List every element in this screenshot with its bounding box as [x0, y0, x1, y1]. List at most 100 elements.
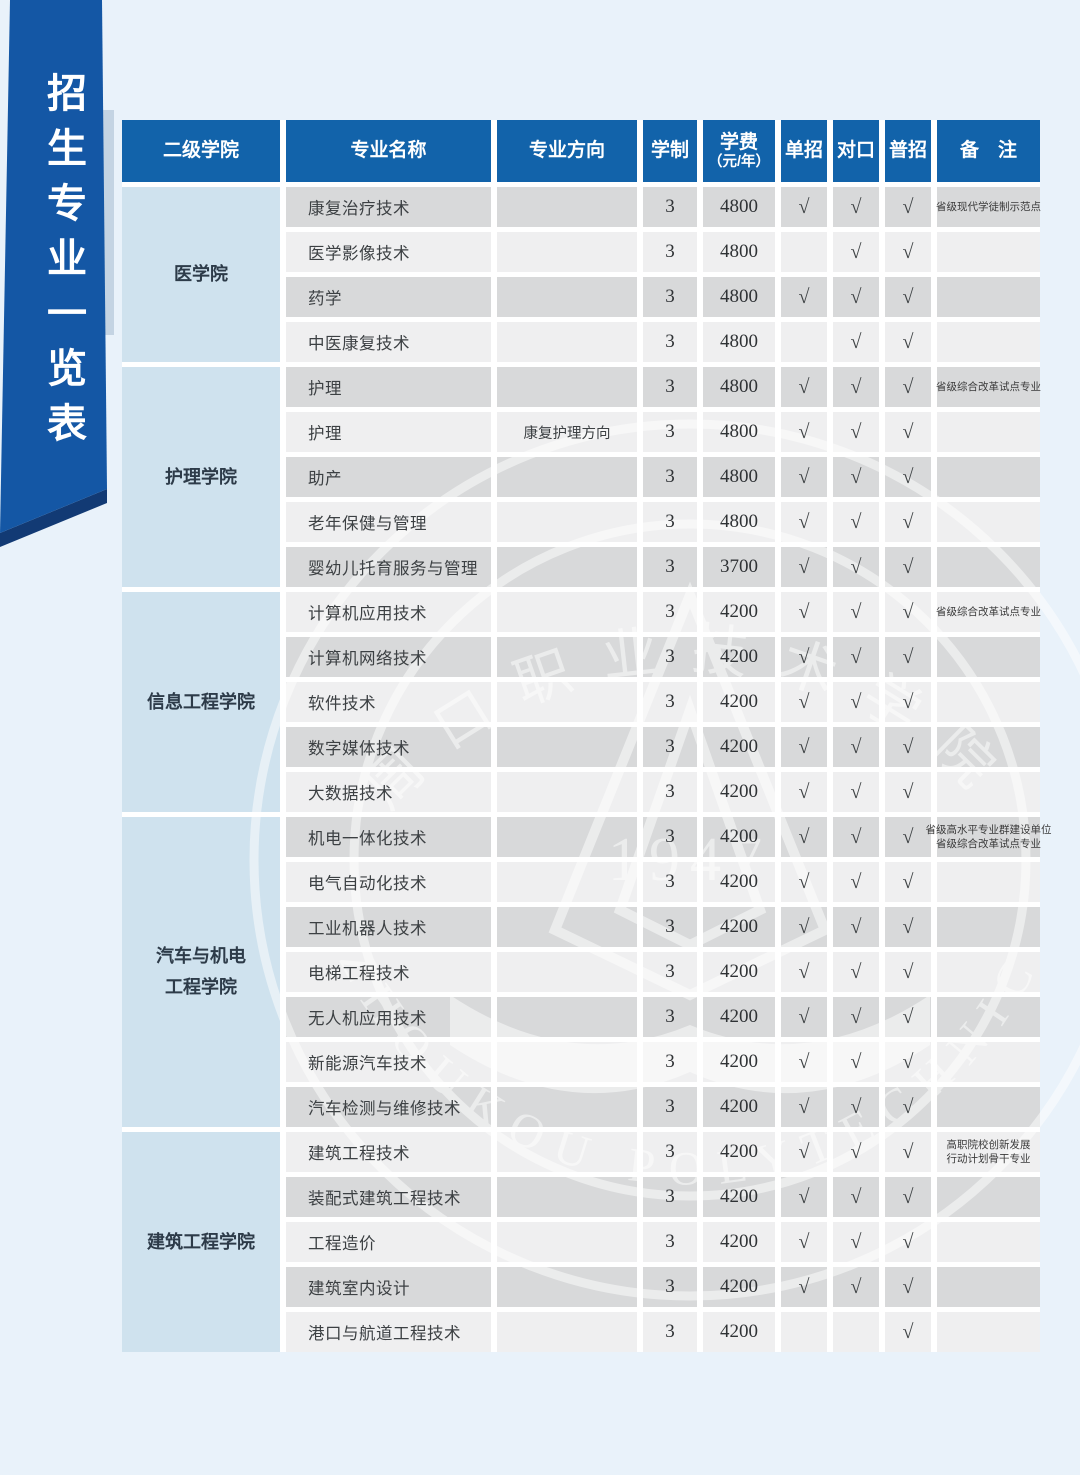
check-pu: √ [902, 915, 914, 938]
check-dui: √ [850, 1095, 862, 1118]
check-dui: √ [850, 330, 862, 353]
check-dui: √ [850, 420, 862, 443]
tuition-value: 4200 [720, 1096, 758, 1117]
duration-value: 3 [665, 961, 675, 982]
header-college [122, 120, 280, 182]
college-cell: 医学院 [174, 264, 228, 285]
college-cell: 建筑工程学院 [147, 1231, 255, 1252]
duration-value [643, 1312, 697, 1352]
check-dui: √ [850, 780, 862, 803]
duration-value [643, 367, 697, 407]
major-direction [497, 1177, 637, 1217]
remark-cell [937, 232, 1040, 272]
tuition-value: 4800 [720, 331, 758, 352]
header-remark: 备 注 [959, 140, 1017, 162]
remark-cell [937, 322, 1040, 362]
major-name: 港口与航道工程技术 [308, 1325, 461, 1343]
duration-value [643, 187, 697, 227]
duration-value: 3 [665, 691, 675, 712]
duration-value: 3 [665, 1186, 675, 1207]
check-dan: √ [798, 285, 810, 308]
remark-cell [937, 412, 1040, 452]
tuition-value: 4200 [720, 1186, 758, 1207]
header-dan [781, 120, 827, 182]
remark-cell: 省级综合改革试点专业 [936, 380, 1041, 393]
tuition-value: 4800 [720, 466, 758, 487]
tuition-value: 4200 [720, 1231, 758, 1252]
check-dan: √ [798, 195, 810, 218]
check-dui: √ [850, 1275, 862, 1298]
tuition-value: 4200 [720, 601, 758, 622]
major-direction [497, 997, 637, 1037]
check-pu: √ [902, 735, 914, 758]
major-name: 新能源汽车技术 [308, 1055, 427, 1073]
remark-cell [937, 682, 1040, 722]
check-dan: √ [798, 510, 810, 533]
duration-value [643, 322, 697, 362]
remark-cell: 省级高水平专业群建设单位 省级综合改革试点专业 [925, 823, 1052, 850]
major-name: 无人机应用技术 [308, 1010, 427, 1028]
major-direction: 康复护理方向 [523, 425, 611, 442]
check-dan [781, 367, 827, 407]
check-pu: √ [902, 1275, 914, 1298]
check-pu: √ [902, 285, 914, 308]
duration-value: 3 [665, 916, 675, 937]
check-dan [781, 322, 827, 362]
check-dan: √ [798, 1005, 810, 1028]
check-dui: √ [850, 735, 862, 758]
remark-cell [937, 1312, 1040, 1352]
check-dan [781, 1312, 827, 1352]
major-direction [497, 502, 637, 542]
check-pu [885, 277, 931, 317]
check-pu: √ [902, 330, 914, 353]
check-dui: √ [850, 870, 862, 893]
tuition-value: 4200 [720, 1141, 758, 1162]
major-direction [497, 637, 637, 677]
major-direction [497, 1222, 637, 1262]
check-dui: √ [850, 285, 862, 308]
header-pu [885, 120, 931, 182]
major-direction [497, 1267, 637, 1307]
major-name [286, 232, 491, 272]
major-name: 康复治疗技术 [308, 200, 410, 218]
remark-cell [937, 277, 1040, 317]
check-dui: √ [850, 240, 862, 263]
check-dui [833, 232, 879, 272]
check-dan [781, 322, 827, 362]
check-dan: √ [798, 690, 810, 713]
check-pu: √ [902, 645, 914, 668]
check-pu: √ [902, 690, 914, 713]
duration-value: 3 [665, 1096, 675, 1117]
major-name [286, 322, 491, 362]
check-dui: √ [850, 600, 862, 623]
major-direction [497, 862, 637, 902]
header-dui: 对口 [836, 140, 875, 162]
remark-cell [937, 1177, 1040, 1217]
tuition-value: 4800 [720, 286, 758, 307]
tuition-value: 4200 [720, 781, 758, 802]
header-dan: 单招 [784, 140, 823, 162]
tuition-value [703, 232, 775, 272]
major-direction [497, 367, 637, 407]
check-pu: √ [902, 1230, 914, 1253]
remark-cell [937, 1087, 1040, 1127]
check-pu: √ [902, 555, 914, 578]
check-pu: √ [902, 1320, 914, 1343]
major-direction [497, 367, 637, 407]
major-name: 婴幼儿托育服务与管理 [308, 560, 478, 578]
tuition-value [703, 277, 775, 317]
majors-table: 周口职业技术学院 ZHOUKOU POLYTECHNIC 1947 二级学院 专业… [122, 120, 1080, 1352]
check-dan [781, 232, 827, 272]
check-pu: √ [902, 420, 914, 443]
check-dui: √ [850, 690, 862, 713]
remark-cell [937, 1222, 1040, 1262]
tuition-value: 4200 [720, 1321, 758, 1342]
check-pu: √ [902, 1050, 914, 1073]
major-direction [497, 1087, 637, 1127]
check-dan: √ [798, 1275, 810, 1298]
major-direction [497, 1312, 637, 1352]
duration-value [643, 232, 697, 272]
major-name [286, 367, 491, 407]
check-pu: √ [902, 195, 914, 218]
major-name: 电梯工程技术 [308, 965, 410, 983]
